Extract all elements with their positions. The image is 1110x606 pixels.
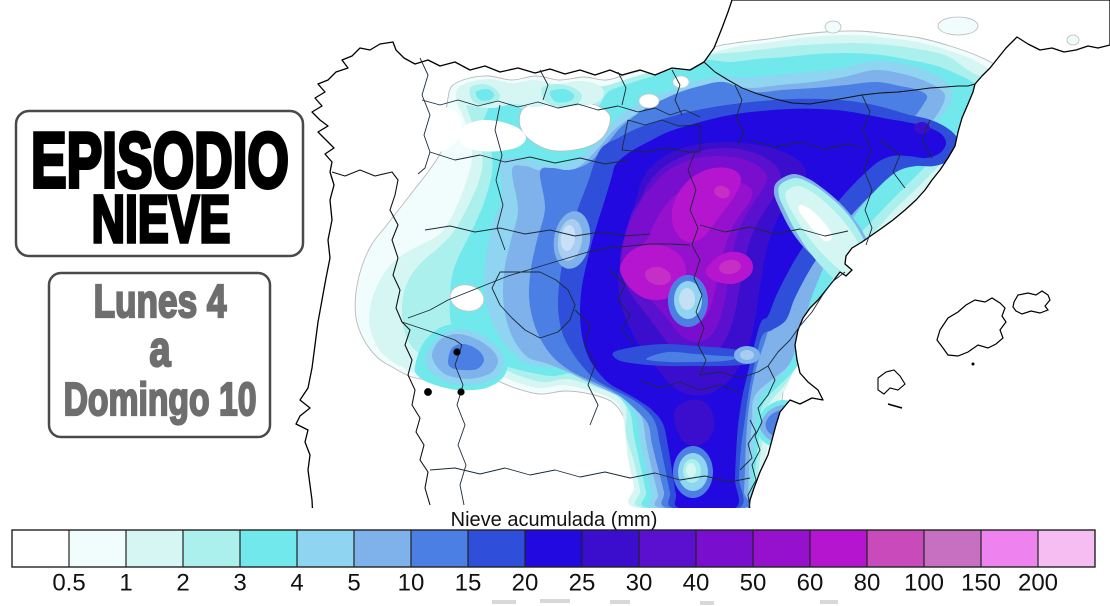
svg-text:150: 150 [961, 570, 1001, 597]
svg-text:40: 40 [683, 570, 710, 597]
svg-text:EPISODIO: EPISODIO [31, 118, 289, 204]
svg-text:80: 80 [854, 570, 881, 597]
svg-text:100: 100 [904, 570, 944, 597]
svg-text:10: 10 [398, 570, 425, 597]
svg-text:60: 60 [797, 570, 824, 597]
svg-text:3: 3 [233, 570, 246, 597]
svg-text:1: 1 [119, 570, 132, 597]
svg-text:5: 5 [347, 570, 360, 597]
svg-text:15: 15 [455, 570, 482, 597]
svg-text:a: a [149, 322, 171, 377]
svg-text:50: 50 [740, 570, 767, 597]
svg-text:0.5: 0.5 [52, 570, 85, 597]
svg-text:4: 4 [290, 570, 303, 597]
svg-text:25: 25 [569, 570, 596, 597]
svg-text:Nieve acumulada (mm): Nieve acumulada (mm) [451, 509, 658, 531]
svg-text:20: 20 [512, 570, 539, 597]
svg-text:Lunes 4: Lunes 4 [94, 275, 227, 327]
svg-text:30: 30 [626, 570, 653, 597]
svg-text:Domingo 10: Domingo 10 [64, 373, 257, 425]
svg-text:2: 2 [176, 570, 189, 597]
svg-text:NIEVE: NIEVE [92, 183, 231, 257]
svg-text:200: 200 [1018, 570, 1058, 597]
